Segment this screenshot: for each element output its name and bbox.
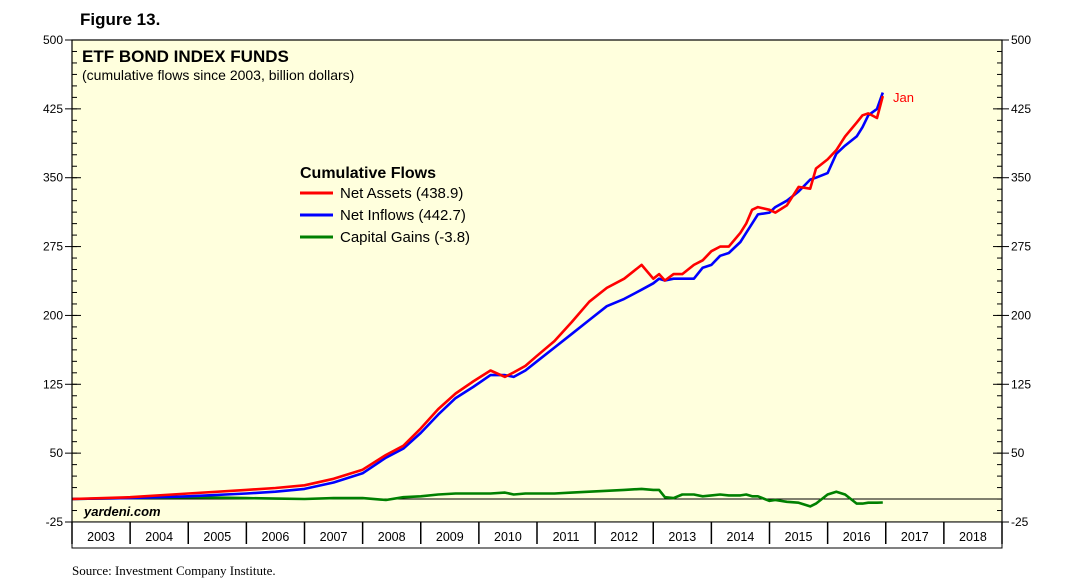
x-year-label: 2014 — [727, 530, 755, 544]
series-layer — [71, 92, 885, 508]
y-tick-label-right: 50 — [1011, 446, 1025, 460]
y-tick-label-left: -25 — [46, 515, 64, 529]
x-year-label: 2003 — [87, 530, 115, 544]
y-tick-label-left: 50 — [50, 446, 64, 460]
chart-title: ETF BOND INDEX FUNDS — [82, 47, 289, 66]
y-tick-label-right: 125 — [1011, 377, 1031, 391]
end-annotation: Jan — [893, 90, 914, 105]
y-tick-label-left: 200 — [43, 308, 63, 322]
plot-background — [72, 40, 1002, 522]
legend-entry-label: Capital Gains (-3.8) — [340, 229, 470, 246]
chart-subtitle: (cumulative flows since 2003, billion do… — [82, 67, 354, 83]
x-axis: 2003 2004 2005 2006 2007 2008 2009 2010 2011 2012… — [71, 522, 1003, 544]
x-year-label: 2016 — [843, 530, 871, 544]
x-year-label: 2018 — [959, 530, 987, 544]
source-note: Source: Investment Company Institute. — [72, 563, 276, 578]
y-tick-label-left: 425 — [43, 102, 63, 116]
y-tick-label-right: 275 — [1011, 240, 1031, 254]
watermark: yardeni.com — [83, 504, 161, 519]
x-year-label: 2017 — [901, 530, 929, 544]
y-tick-label-right: 200 — [1011, 308, 1031, 322]
x-year-label: 2009 — [436, 530, 464, 544]
x-year-label: 2015 — [785, 530, 813, 544]
legend: Net Assets (438.9) Net Inflows (442.7) Cap… — [300, 185, 470, 246]
y-tick-label-left: 350 — [43, 171, 63, 185]
x-year-label: 2010 — [494, 530, 522, 544]
legend-entry-label: Net Inflows (442.7) — [340, 207, 466, 224]
y-tick-label-right: -25 — [1011, 515, 1029, 529]
y-tick-label-right: 500 — [1011, 33, 1031, 47]
y-tick-label-left: 275 — [43, 240, 63, 254]
figure-label: Figure 13. — [80, 10, 161, 29]
tick-layer: -25 -25 50 50 125 125 200 200 275 275 350 350 425 425… — [43, 33, 1031, 529]
y-tick-label-left: 125 — [43, 377, 63, 391]
y-tick-label-left: 500 — [43, 33, 63, 47]
legend-title: Cumulative Flows — [300, 165, 436, 182]
x-year-label: 2007 — [320, 530, 348, 544]
y-tick-label-right: 425 — [1011, 102, 1031, 116]
x-year-label: 2004 — [145, 530, 173, 544]
x-year-label: 2006 — [262, 530, 290, 544]
x-year-label: 2011 — [553, 530, 580, 544]
legend-entry-label: Net Assets (438.9) — [340, 185, 463, 202]
x-year-label: 2008 — [378, 530, 406, 544]
x-year-label: 2013 — [668, 530, 696, 544]
x-year-label: 2005 — [203, 530, 231, 544]
x-year-label: 2012 — [610, 530, 638, 544]
y-tick-label-right: 350 — [1011, 171, 1031, 185]
series-line-capital-gains — [71, 487, 883, 508]
series-line-net-assets — [71, 95, 885, 501]
